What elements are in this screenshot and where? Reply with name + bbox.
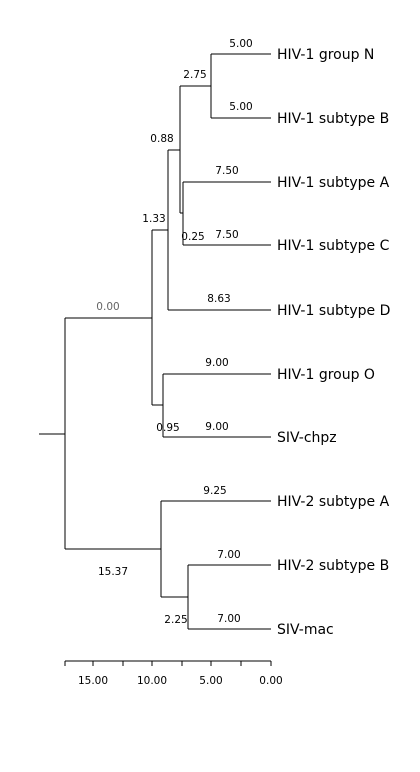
- leaf-label: HIV-1 subtype A: [277, 175, 390, 191]
- scale-tick-label: 0.00: [259, 675, 282, 687]
- branch-length-label: 9.00: [205, 357, 228, 369]
- branch-length-label: 5.00: [229, 38, 252, 50]
- leaf-label: HIV-1 subtype D: [277, 303, 390, 319]
- branch-length-label: 15.37: [98, 566, 128, 578]
- leaf-label: HIV-2 subtype A: [277, 494, 390, 510]
- branch-length-label: 1.33: [142, 213, 165, 225]
- leaf-label: HIV-2 subtype B: [277, 558, 389, 574]
- leaf-label: HIV-1 subtype C: [277, 238, 390, 254]
- branch-length-label: 0.95: [156, 422, 179, 434]
- branch-length-label: 0.88: [150, 133, 173, 145]
- branch-length-label: 7.00: [217, 549, 240, 561]
- branch-length-label: 7.50: [215, 229, 238, 241]
- branch-length-label: 0.00: [96, 301, 119, 313]
- scale-tick-label: 5.00: [199, 675, 222, 687]
- scale-tick-label: 10.00: [137, 675, 167, 687]
- branch-length-label: 5.00: [229, 101, 252, 113]
- branch-length-label: 8.63: [207, 293, 230, 305]
- branch-length-label: 7.50: [215, 165, 238, 177]
- branch-length-label: 2.75: [183, 69, 206, 81]
- branch-length-label: 2.25: [164, 614, 187, 626]
- leaf-label: SIV-chpz: [277, 430, 337, 446]
- branch-length-label: 9.00: [205, 421, 228, 433]
- leaf-label: HIV-1 group O: [277, 367, 375, 383]
- branch-length-label: 9.25: [203, 485, 226, 497]
- leaf-label: HIV-1 group N: [277, 47, 374, 63]
- scale-tick-label: 15.00: [78, 675, 108, 687]
- leaf-label: HIV-1 subtype B: [277, 111, 389, 127]
- branch-length-label: 0.25: [181, 231, 204, 243]
- leaf-label: SIV-mac: [277, 622, 334, 638]
- branch-length-label: 7.00: [217, 613, 240, 625]
